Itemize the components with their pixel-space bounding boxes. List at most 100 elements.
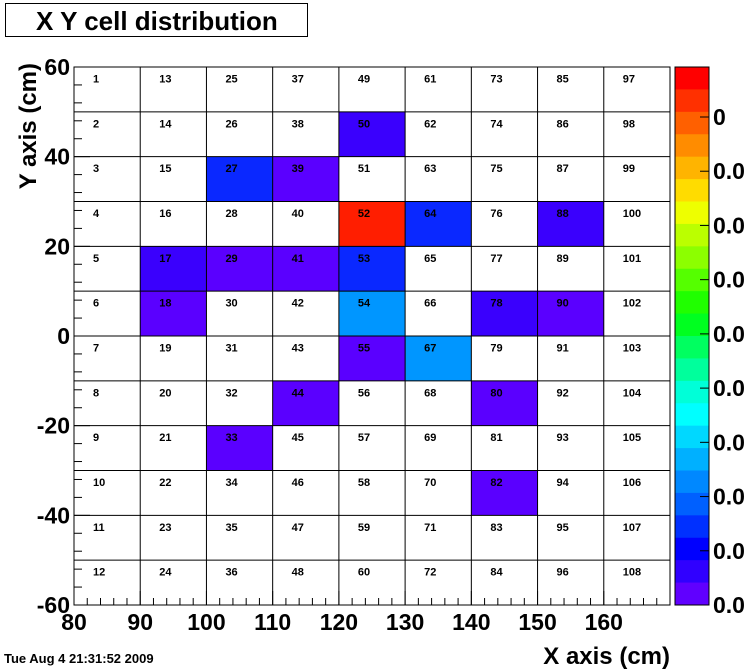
cell-label-22: 22 [159,477,171,489]
cell-label-73: 73 [490,73,502,85]
cell-label-79: 79 [490,342,502,354]
palette-swatch [675,268,709,292]
cell-label-88: 88 [557,208,569,220]
cell-label-104: 104 [623,387,642,399]
cell-80 [471,380,538,426]
cell-label-1: 1 [93,73,99,85]
cell-label-98: 98 [623,118,635,130]
palette-swatch [675,313,709,337]
cell-label-69: 69 [424,432,436,444]
cell-label-83: 83 [490,522,502,534]
palette-label: 0.0 [713,158,745,184]
cell-label-86: 86 [557,118,569,130]
cell-label-33: 33 [225,432,237,444]
cell-label-10: 10 [93,477,105,489]
cell-label-65: 65 [424,253,436,265]
cell-label-11: 11 [93,522,105,534]
x-tick-label: 140 [452,609,490,635]
cell-88 [537,201,604,247]
cell-label-62: 62 [424,118,436,130]
chart-title: X Y cell distribution [5,3,308,37]
cell-label-68: 68 [424,387,436,399]
cell-label-2: 2 [93,118,99,130]
cell-52 [338,201,406,247]
y-tick-label: -60 [37,592,70,618]
cells-layer [140,111,604,516]
palette-frame [674,66,710,606]
cell-label-82: 82 [490,477,502,489]
y-axis-label: Y axis (cm) [15,63,42,189]
cell-label-72: 72 [424,567,436,579]
axes-layer: 80 90 100 110 120 130 140 150 1606040200-20-40-6… [15,54,671,670]
cell-label-34: 34 [225,477,238,489]
cell-label-67: 67 [424,342,436,354]
cell-label-51: 51 [358,163,370,175]
cell-label-80: 80 [490,387,502,399]
cell-33 [206,425,273,471]
cell-label-78: 78 [490,298,502,310]
cell-label-30: 30 [225,298,237,310]
cell-label-18: 18 [159,298,171,310]
palette-swatch [675,223,709,247]
cell-label-70: 70 [424,477,436,489]
palette-swatch [675,336,709,359]
palette-label: 0.0 [713,484,745,510]
palette-swatch [675,201,709,225]
cell-27 [206,156,273,202]
palette-label: 0.0 [713,429,745,455]
cell-label-43: 43 [292,342,304,354]
palette-swatch [675,492,709,516]
palette-swatch [675,470,709,494]
grid-layer [74,67,670,605]
x-tick-label: 120 [320,609,358,635]
cell-label-47: 47 [292,522,304,534]
y-tick-label: 60 [44,54,70,80]
cell-label-103: 103 [623,342,641,354]
cell-label-49: 49 [358,73,370,85]
cell-64 [405,201,472,247]
cell-label-29: 29 [225,253,237,265]
cell-39 [272,156,339,202]
y-tick-label: 20 [44,233,70,259]
cell-label-92: 92 [557,387,569,399]
cell-label-77: 77 [490,253,502,265]
cell-label-21: 21 [159,432,171,444]
cell-label-39: 39 [292,163,304,175]
cell-label-40: 40 [292,208,304,220]
cell-label-101: 101 [623,253,641,265]
cell-55 [338,336,406,381]
cell-label-76: 76 [490,208,502,220]
palette-swatch [675,246,709,270]
palette-label: 0.0 [713,592,745,618]
palette-label: 0.0 [713,538,745,564]
palette-label: 0.0 [713,212,745,238]
cell-label-71: 71 [424,522,436,534]
palette-swatch [675,582,709,606]
cell-label-87: 87 [557,163,569,175]
cell-label-97: 97 [623,73,635,85]
cell-label-74: 74 [490,118,503,130]
cell-41 [272,246,339,292]
x-tick-label: 130 [386,609,424,635]
cell-label-60: 60 [358,567,370,579]
cell-label-13: 13 [159,73,171,85]
cell-label-58: 58 [358,477,370,489]
y-tick-label: 40 [44,144,70,170]
cell-label-36: 36 [225,567,237,579]
x-tick-label: 80 [61,609,87,635]
cell-label-8: 8 [93,387,99,399]
cell-label-85: 85 [557,73,569,85]
cell-label-3: 3 [93,163,99,175]
cell-label-27: 27 [225,163,237,175]
y-tick-label: 0 [57,323,70,349]
palette-swatch [675,179,709,202]
cell-label-84: 84 [490,567,503,579]
cell-label-44: 44 [292,387,305,399]
cell-label-57: 57 [358,432,370,444]
cell-label-26: 26 [225,118,237,130]
palette-swatch [675,448,709,471]
cell-labels-layer: 1 13 25 37 49 61 73 85 972 14 26 38 50 62 74 86 983 15 27 3… [93,73,642,578]
cell-54 [338,291,406,336]
cell-label-23: 23 [159,522,171,534]
